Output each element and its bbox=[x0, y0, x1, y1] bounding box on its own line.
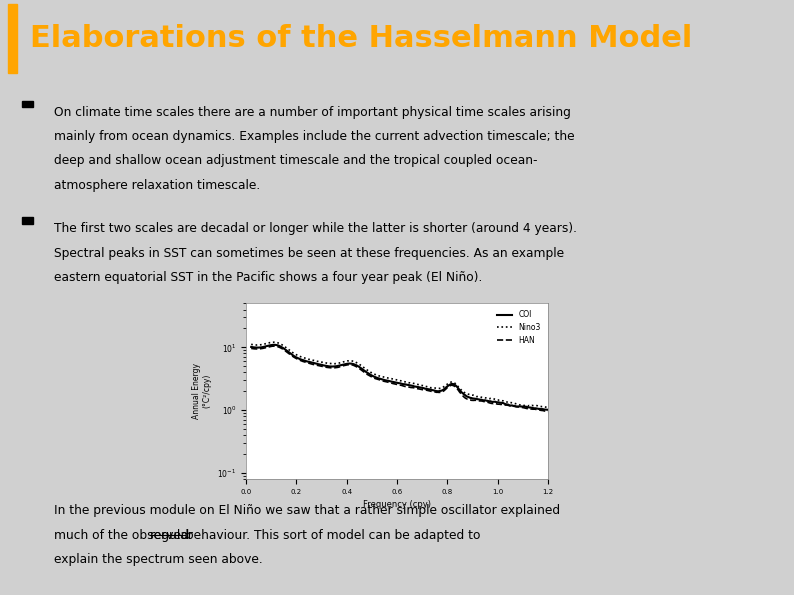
Text: deep and shallow ocean adjustment timescale and the tropical coupled ocean-: deep and shallow ocean adjustment timesc… bbox=[54, 155, 538, 167]
Text: On climate time scales there are a number of important physical time scales aris: On climate time scales there are a numbe… bbox=[54, 106, 571, 119]
Text: atmosphere relaxation timescale.: atmosphere relaxation timescale. bbox=[54, 179, 260, 192]
Bar bbox=[8, 4, 17, 74]
Text: eastern equatorial SST in the Pacific shows a four year peak (El Niño).: eastern equatorial SST in the Pacific sh… bbox=[54, 271, 483, 284]
Text: The first two scales are decadal or longer while the latter is shorter (around 4: The first two scales are decadal or long… bbox=[54, 223, 577, 235]
Bar bbox=[22, 101, 33, 107]
Text: Spectral peaks in SST can sometimes be seen at these frequencies. As an example: Spectral peaks in SST can sometimes be s… bbox=[54, 246, 564, 259]
Text: behaviour. This sort of model can be adapted to: behaviour. This sort of model can be ada… bbox=[182, 529, 480, 541]
Y-axis label: Annual Energy
(°C²/cpy): Annual Energy (°C²/cpy) bbox=[192, 363, 212, 419]
Bar bbox=[22, 217, 33, 224]
X-axis label: Frequency (cpy): Frequency (cpy) bbox=[363, 500, 431, 509]
Text: Elaborations of the Hasselmann Model: Elaborations of the Hasselmann Model bbox=[30, 24, 692, 53]
Text: explain the spectrum seen above.: explain the spectrum seen above. bbox=[54, 553, 263, 566]
Text: much of the observed: much of the observed bbox=[54, 529, 193, 541]
Text: In the previous module on El Niño we saw that a rather simple oscillator explain: In the previous module on El Niño we saw… bbox=[54, 505, 560, 518]
Legend: COI, Nino3, HAN: COI, Nino3, HAN bbox=[494, 307, 544, 348]
Text: mainly from ocean dynamics. Examples include the current advection timescale; th: mainly from ocean dynamics. Examples inc… bbox=[54, 130, 575, 143]
Text: regular: regular bbox=[150, 529, 194, 541]
